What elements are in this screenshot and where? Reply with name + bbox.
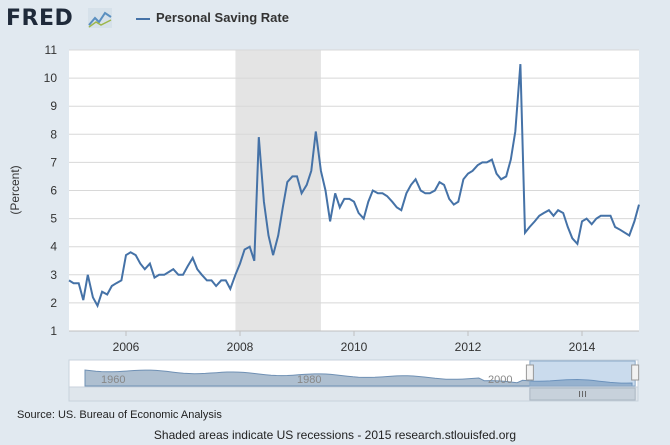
y-tick-label: 6 <box>50 184 57 198</box>
y-tick-label: 10 <box>44 71 58 85</box>
navigator-handle-left[interactable] <box>525 364 534 381</box>
navigator-handle-right[interactable] <box>631 364 640 381</box>
x-tick-label: 2014 <box>569 340 596 354</box>
y-axis-label: (Percent) <box>8 165 22 214</box>
grid-lines <box>69 49 639 332</box>
y-tick-label: 3 <box>50 268 57 282</box>
x-tick-label: 2012 <box>455 340 482 354</box>
recession-footnote: Shaded areas indicate US recessions - 20… <box>153 428 517 442</box>
navigator-selection[interactable] <box>529 360 636 387</box>
scroll-grip-icon[interactable] <box>579 391 587 397</box>
series-line-personal-saving-rate[interactable] <box>68 64 640 309</box>
y-tick-label: 4 <box>50 240 57 254</box>
chart-legend[interactable]: Personal Saving Rate <box>136 10 289 25</box>
x-tick-label: 2010 <box>341 340 368 354</box>
navigator-scrollbar[interactable] <box>68 386 639 402</box>
x-tick-label: 2008 <box>227 340 254 354</box>
legend-label-personal-saving-rate: Personal Saving Rate <box>156 10 289 25</box>
x-tick-label: 2006 <box>113 340 140 354</box>
y-tick-label: 7 <box>50 155 57 169</box>
scrollbar-track[interactable] <box>68 386 639 402</box>
y-tick-label: 8 <box>50 127 57 141</box>
x-axis-ticks: 2006 2008 2010 2012 2014 <box>69 330 639 354</box>
navigator[interactable]: 1960 1980 2000 <box>68 359 640 388</box>
y-tick-label: 11 <box>45 43 58 57</box>
y-tick-label: 5 <box>50 212 57 226</box>
y-tick-label: 9 <box>50 99 57 113</box>
y-tick-label: 2 <box>50 296 57 310</box>
navigator-label: 1960 <box>101 374 125 386</box>
y-axis-ticks: 1 2 3 4 5 6 7 8 9 10 11 <box>44 43 58 338</box>
navigator-label: 1980 <box>297 374 321 386</box>
navigator-area <box>84 369 633 387</box>
source-note: Source: US. Bureau of Economic Analysis <box>17 409 222 421</box>
legend-swatch <box>136 17 150 20</box>
fred-logo: FRED <box>6 6 74 31</box>
fred-chart-icon <box>88 8 112 28</box>
navigator-label: 2000 <box>488 374 512 386</box>
y-tick-label: 1 <box>50 324 57 338</box>
